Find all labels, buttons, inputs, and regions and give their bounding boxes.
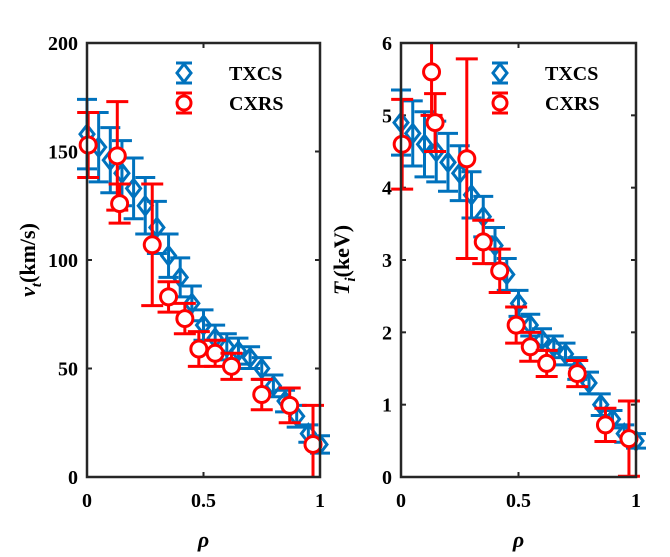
- x-axis-label: ρ: [197, 527, 209, 552]
- data-point-circle: [303, 434, 323, 454]
- data-point-circle: [110, 194, 130, 214]
- data-point-diamond: [580, 371, 598, 395]
- data-point-diamond: [241, 346, 260, 370]
- data-point-circle: [107, 146, 127, 166]
- x-tick-label: 0: [396, 490, 406, 512]
- legend-marker-diamond: [175, 61, 193, 85]
- y-axis-label: vt(km/s): [15, 223, 45, 297]
- data-point-circle: [280, 395, 300, 415]
- data-point-diamond: [591, 393, 610, 417]
- data-point-circle: [473, 232, 493, 252]
- data-point-diamond: [217, 335, 236, 359]
- y-tick-label: 2: [382, 322, 392, 344]
- data-point-diamond: [427, 140, 446, 163]
- data-point-diamond: [509, 291, 528, 315]
- x-tick-label: 0.5: [191, 490, 216, 512]
- legend-marker-diamond: [491, 61, 509, 85]
- y-tick-label: 0: [68, 467, 78, 489]
- y-tick-label: 6: [382, 33, 392, 55]
- data-point-circle: [595, 415, 615, 435]
- y-tick-label: 0: [382, 467, 392, 489]
- data-point-circle: [520, 337, 540, 357]
- axes-box: [85, 41, 322, 479]
- y-tick-label: 5: [382, 105, 392, 127]
- x-tick-label: 1: [315, 490, 325, 512]
- data-point-circle: [221, 356, 241, 376]
- data-point-diamond: [159, 244, 178, 268]
- data-point-circle: [142, 235, 162, 255]
- data-point-circle: [567, 364, 587, 384]
- data-point-diamond: [264, 374, 283, 398]
- data-point-circle: [619, 429, 639, 449]
- y-tick-label: 4: [382, 178, 392, 200]
- data-point-circle: [537, 353, 557, 373]
- x-tick-label: 0: [82, 490, 92, 512]
- data-point-circle: [490, 261, 510, 281]
- data-point-diamond: [403, 121, 422, 145]
- data-point-circle: [252, 385, 272, 405]
- y-label-symbol: T: [329, 280, 354, 295]
- subplot-1: 0 50 100 150 200 0 0.5 1 TXCS CXRS ρ vt(km/s): [15, 33, 330, 552]
- series-txcs: [391, 88, 646, 453]
- data-point-circle: [189, 339, 209, 359]
- axes-box: [399, 41, 638, 479]
- y-tick-label: 50: [58, 359, 78, 381]
- y-label-subscript: t: [29, 282, 45, 287]
- legend-marker-circle: [491, 94, 509, 112]
- x-tick-label: 1: [631, 490, 641, 512]
- x-tick-label: 0.5: [506, 490, 531, 512]
- data-point-diamond: [171, 265, 190, 289]
- data-point-diamond: [252, 357, 271, 380]
- legend-label: CXRS: [229, 93, 283, 115]
- legend-label: CXRS: [545, 93, 599, 115]
- data-point-circle: [175, 309, 195, 329]
- data-point-circle: [425, 113, 445, 133]
- data-point-circle: [457, 149, 477, 169]
- y-label-unit: (keV): [329, 225, 354, 278]
- data-point-diamond: [194, 313, 213, 337]
- legend-marker-circle: [175, 94, 193, 112]
- legend-label: TXCS: [229, 63, 282, 85]
- data-point-diamond: [556, 342, 575, 366]
- series-cxrs: [391, 43, 640, 478]
- y-tick-label: 200: [48, 33, 78, 55]
- y-tick-label: 150: [48, 142, 78, 164]
- y-tick-label: 100: [48, 250, 78, 272]
- y-label-subscript: i: [343, 277, 359, 282]
- x-axis-label: ρ: [512, 527, 524, 552]
- y-label-symbol: v: [15, 287, 40, 297]
- series-cxrs: [77, 100, 325, 477]
- y-axis-label: Ti(keV): [329, 225, 359, 295]
- data-point-circle: [422, 62, 442, 82]
- data-point-diamond: [415, 132, 434, 156]
- data-point-diamond: [439, 150, 457, 174]
- y-tick-label: 3: [382, 250, 392, 272]
- subplot-2: 0 1 2 3 4 5 6 0 0.5 1 TXCS CXRS ρ Ti(keV): [329, 33, 646, 552]
- data-point-circle: [159, 287, 179, 307]
- data-point-circle: [506, 315, 526, 335]
- y-label-unit: (km/s): [15, 223, 40, 283]
- y-tick-label: 1: [382, 395, 392, 417]
- legend-label: TXCS: [545, 63, 598, 85]
- data-point-diamond: [450, 161, 469, 185]
